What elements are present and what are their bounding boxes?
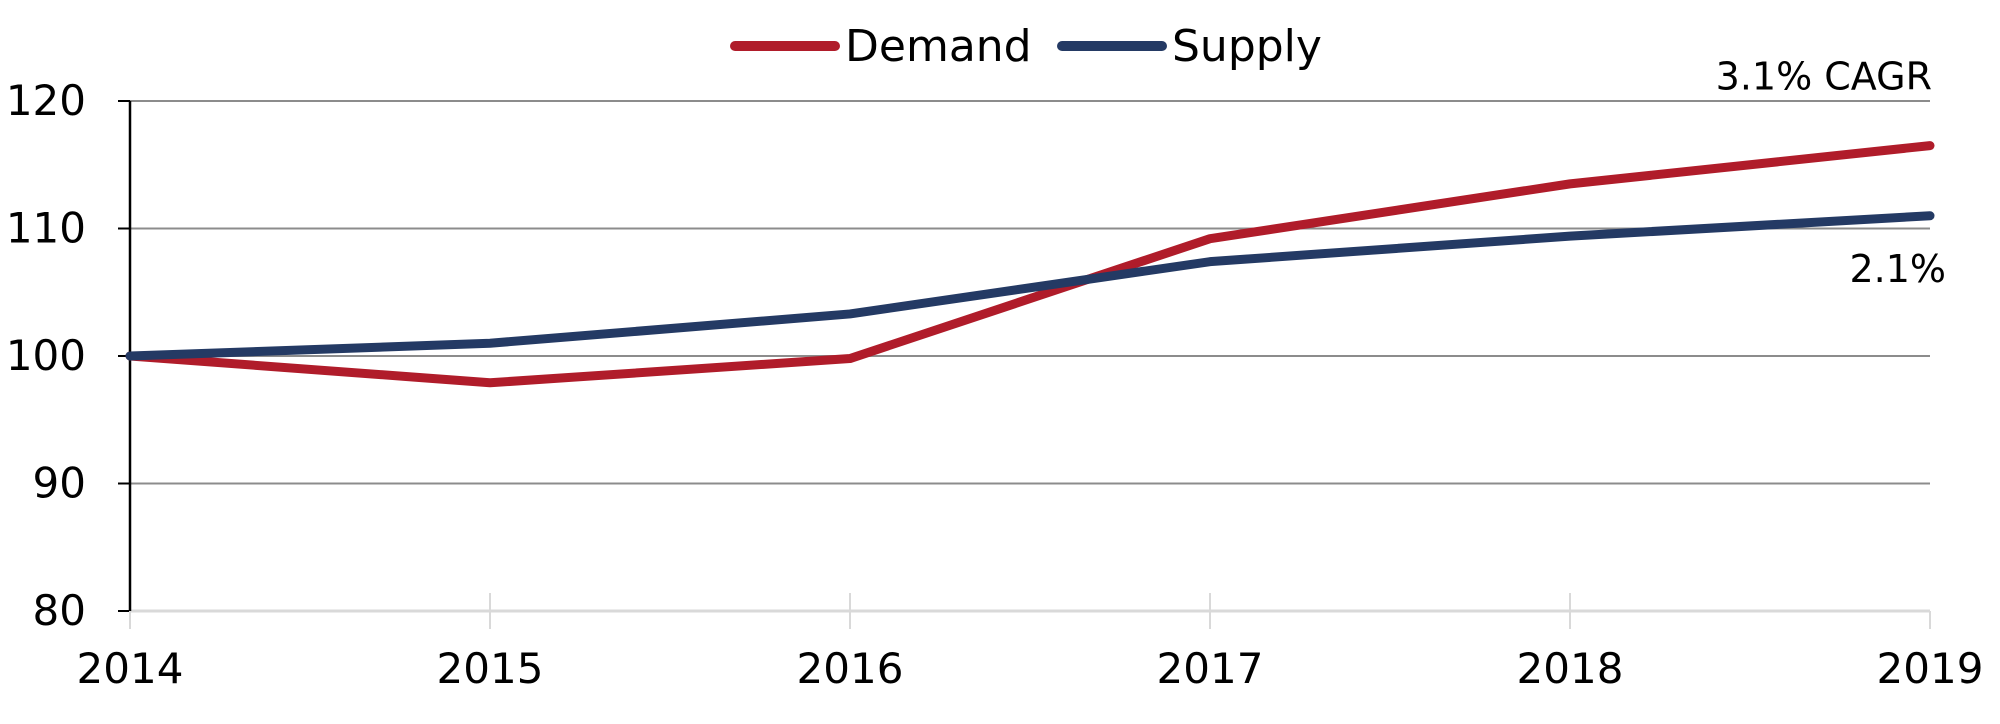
series-line-supply bbox=[125, 211, 1935, 361]
labels: 80 90 100 110 120 2014 2015 2016 2017 2018 2019 3.1… bbox=[6, 55, 1984, 693]
y-tick-label: 90 bbox=[33, 459, 86, 508]
axes bbox=[118, 100, 1931, 629]
y-tick-label: 100 bbox=[6, 331, 86, 380]
y-tick-label: 110 bbox=[6, 204, 86, 253]
x-tick-label: 2016 bbox=[797, 644, 904, 693]
x-tick-label: 2019 bbox=[1877, 644, 1984, 693]
annotation-supply: 2.1% bbox=[1849, 247, 1946, 291]
legend-item-demand: Demand bbox=[730, 21, 1032, 72]
legend: Demand Supply bbox=[730, 21, 1322, 72]
x-tick-label: 2014 bbox=[77, 644, 184, 693]
series-line-demand bbox=[125, 141, 1935, 388]
x-tick-label: 2015 bbox=[437, 644, 544, 693]
y-tick-label: 120 bbox=[6, 76, 86, 125]
annotation-demand: 3.1% CAGR bbox=[1716, 55, 1932, 99]
legend-label: Demand bbox=[845, 21, 1032, 72]
y-tick-label: 80 bbox=[33, 586, 86, 635]
legend-label: Supply bbox=[1172, 21, 1322, 72]
x-tick-label: 2017 bbox=[1157, 644, 1264, 693]
legend-item-supply: Supply bbox=[1057, 21, 1322, 72]
gridlines bbox=[130, 100, 1930, 485]
x-tick-label: 2018 bbox=[1517, 644, 1624, 693]
series bbox=[125, 141, 1935, 388]
